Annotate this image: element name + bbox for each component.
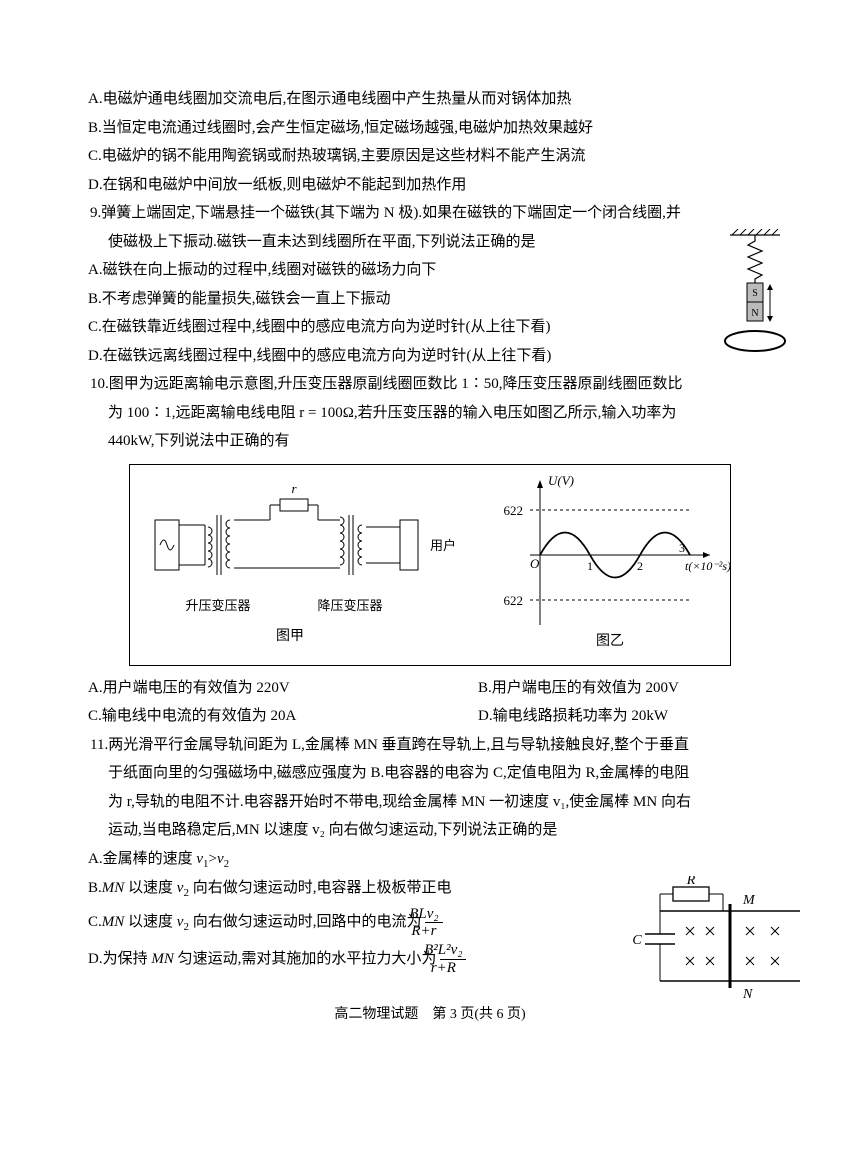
q10-xaxis: t(×10⁻²s) xyxy=(685,559,730,573)
q10-x2: 2 xyxy=(637,559,643,573)
q9-magnet-n: N xyxy=(751,308,758,319)
q10-x3: 3 xyxy=(679,541,685,555)
q10-origin: O xyxy=(530,556,540,571)
q9-option-c: C.在磁铁靠近线圈过程中,线圈中的感应电流方向为逆时针(从上往下看) xyxy=(60,313,800,342)
q9-magnet-s: S xyxy=(752,288,758,299)
q10-stepup-label: 升压变压器 xyxy=(185,598,250,613)
q9-figure: S N xyxy=(720,229,790,359)
q11-n-label: N xyxy=(742,987,753,1002)
q10-option-d: D.输电线路损耗功率为 20kW xyxy=(430,702,800,731)
q8-option-d: D.在锅和电磁炉中间放一纸板,则电磁炉不能起到加热作用 xyxy=(60,171,800,200)
q10-option-a: A.用户端电压的有效值为 220V xyxy=(60,674,430,703)
q10-options-row2: C.输电线中电流的有效值为 20A D.输电线路损耗功率为 20kW xyxy=(60,702,800,731)
q9: 9.弹簧上端固定,下端悬挂一个磁铁(其下端为 N 极).如果在磁铁的下端固定一个… xyxy=(60,199,800,370)
q10-stem-line3: 440kW,下列说法中正确的有 xyxy=(60,427,800,456)
q10-stem-line2: 为 100∶1,远距离输电线电阻 r = 100Ω,若升压变压器的输入电压如图乙… xyxy=(60,399,800,428)
q10-user-label: 用户 xyxy=(430,538,456,553)
q10-options-row1: A.用户端电压的有效值为 220V B.用户端电压的有效值为 200V xyxy=(60,674,800,703)
q10-ybot: 622 xyxy=(504,593,524,608)
q10-ytop: 622 xyxy=(504,503,524,518)
q10-x1: 1 xyxy=(587,559,593,573)
q11-option-a: A.金属棒的速度 v1>v2 xyxy=(60,845,800,875)
q9-option-b: B.不考虑弹簧的能量损失,磁铁会一直上下振动 xyxy=(60,285,800,314)
q10-caption-right: 图乙 xyxy=(596,633,624,649)
q8-option-c: C.电磁炉的锅不能用陶瓷锅或耐热玻璃锅,主要原因是这些材料不能产生涡流 xyxy=(60,142,800,171)
q10-stepdown-label: 降压变压器 xyxy=(317,598,382,613)
q10-option-c: C.输电线中电流的有效值为 20A xyxy=(60,702,430,731)
q10-yaxis: U(V) xyxy=(548,473,574,488)
q11-stem-line4: 运动,当电路稳定后,MN 以速度 v₂ 向右做匀速运动,下列说法正确的是 xyxy=(60,816,800,845)
q11-stem-line2: 于纸面向里的匀强磁场中,磁感应强度为 B.电容器的电容为 C,定值电阻为 R,金… xyxy=(60,759,800,788)
page-footer: 高二物理试题 第 3 页(共 6 页) xyxy=(60,1002,800,1029)
q11-figure: R C M N xyxy=(615,876,800,1006)
q9-stem-line2: 使磁极上下振动.磁铁一直未达到线圈所在平面,下列说法正确的是 xyxy=(60,228,800,257)
q11-r-label: R xyxy=(686,876,696,888)
q9-option-a: A.磁铁在向上振动的过程中,线圈对磁铁的磁场力向下 xyxy=(60,256,800,285)
q11-stem-line3: 为 r,导轨的电阻不计.电容器开始时不带电,现给金属棒 MN 一初速度 v₁,使… xyxy=(60,788,800,817)
q10-figure: r 用户 升压变压器 降压变压器 图甲 U(V) t(×10⁻²s) O xyxy=(129,464,731,666)
q11: 11.两光滑平行金属导轨间距为 L,金属棒 MN 垂直跨在导轨上,且与导轨接触良… xyxy=(60,731,800,977)
q10-caption-left: 图甲 xyxy=(276,629,304,644)
q9-stem-line1: 9.弹簧上端固定,下端悬挂一个磁铁(其下端为 N 极).如果在磁铁的下端固定一个… xyxy=(60,199,800,228)
q10-stem-line1: 10.图甲为远距离输电示意图,升压变压器原副线圈匝数比 1∶50,降压变压器原副… xyxy=(60,370,800,399)
q11-m-label: M xyxy=(742,893,756,908)
q9-option-d: D.在磁铁远离线圈过程中,线圈中的感应电流方向为逆时针(从上往下看) xyxy=(60,342,800,371)
q10-r-label: r xyxy=(291,481,297,496)
q8-option-b: B.当恒定电流通过线圈时,会产生恒定磁场,恒定磁场越强,电磁炉加热效果越好 xyxy=(60,114,800,143)
q8-option-a: A.电磁炉通电线圈加交流电后,在图示通电线圈中产生热量从而对锅体加热 xyxy=(60,85,800,114)
q11-stem-line1: 11.两光滑平行金属导轨间距为 L,金属棒 MN 垂直跨在导轨上,且与导轨接触良… xyxy=(60,731,800,760)
q11-c-label: C xyxy=(632,933,642,948)
q10-option-b: B.用户端电压的有效值为 200V xyxy=(430,674,800,703)
